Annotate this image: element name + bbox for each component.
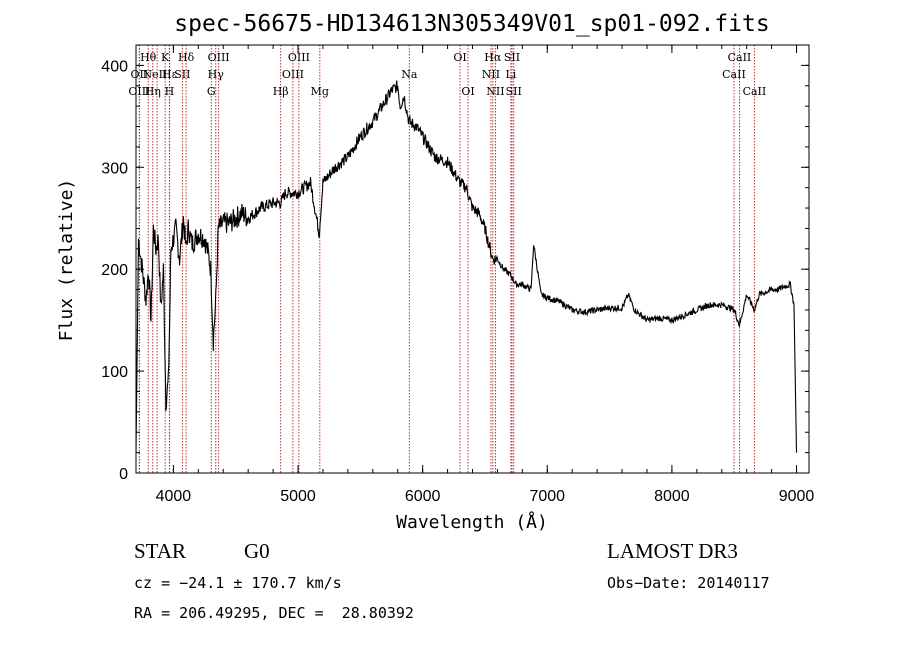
spectral-line-label: SII <box>506 85 522 98</box>
x-tick-label: 5000 <box>280 488 316 505</box>
spectral-line-label: OI <box>461 85 474 98</box>
y-axis-ticks: 0 100 200 300 400 <box>101 58 809 483</box>
y-tick-label: 0 <box>119 466 128 483</box>
spectral-line-label: CaII <box>722 68 746 81</box>
x-tick-label: 8000 <box>654 488 690 505</box>
spectral-line-label: Hβ <box>273 85 289 98</box>
spectral-line-label: Hα <box>484 51 502 64</box>
spectral-line-label: Na <box>401 68 418 81</box>
spectral-line-label: K <box>161 51 170 64</box>
spectral-line-markers <box>138 45 755 473</box>
obs-date-label: Obs−Date: 20140117 <box>607 574 770 592</box>
spectral-line-label: H <box>165 85 175 98</box>
spectral-line-label: NII <box>482 68 500 81</box>
spectral-line-label: Hγ <box>208 68 225 81</box>
y-tick-label: 400 <box>101 58 128 75</box>
spectral-line-label: Hη <box>145 85 161 98</box>
spectral-line-label: CaII <box>743 85 767 98</box>
coordinates-label: RA = 206.49295, DEC = 28.80392 <box>134 604 414 622</box>
spectral-line-label: OII <box>131 68 149 81</box>
spectral-line-label: OIII <box>128 85 150 98</box>
y-tick-label: 100 <box>101 364 128 381</box>
subclass-label: G0 <box>244 539 270 563</box>
y-axis-label: Flux (relative) <box>56 179 77 342</box>
x-axis-label: Wavelength (Å) <box>396 511 548 533</box>
spectral-line-label: G <box>207 85 216 98</box>
spectral-line-label: Hδ <box>178 51 195 64</box>
spectrum-series-line <box>135 80 798 453</box>
object-class-label: STAR <box>134 539 186 563</box>
spectral-line-label: NII <box>486 85 504 98</box>
y-tick-label: 300 <box>101 160 128 177</box>
spectral-line-label: OI <box>453 51 466 64</box>
spectral-line-label: Hε <box>162 68 178 81</box>
spectral-line-label: Li <box>505 68 516 81</box>
x-tick-label: 7000 <box>529 488 565 505</box>
y-tick-label: 200 <box>101 262 128 279</box>
x-tick-label: 4000 <box>156 488 192 505</box>
spectral-line-label: OIII <box>282 68 304 81</box>
x-tick-label: 9000 <box>779 488 815 505</box>
spectral-line-label: OIII <box>208 51 230 64</box>
plot-frame <box>135 44 810 474</box>
spectral-line-label: Hθ <box>140 51 157 64</box>
spectral-line-label: SII <box>504 51 520 64</box>
chart-title: spec-56675-HD134613N305349V01_sp01-092.f… <box>174 11 769 37</box>
spectral-line-label: SII <box>174 68 190 81</box>
redshift-label: cz = −24.1 ± 170.7 km/s <box>134 574 342 592</box>
x-axis-ticks: 4000 5000 6000 7000 8000 9000 <box>156 45 815 505</box>
spectral-line-label: CaII <box>728 51 752 64</box>
spectral-line-label: OIII <box>288 51 310 64</box>
survey-label: LAMOST DR3 <box>607 539 738 563</box>
x-tick-label: 6000 <box>405 488 441 505</box>
spectral-line-label: NeIII <box>142 68 171 81</box>
spectral-line-label: Mg <box>311 85 329 98</box>
